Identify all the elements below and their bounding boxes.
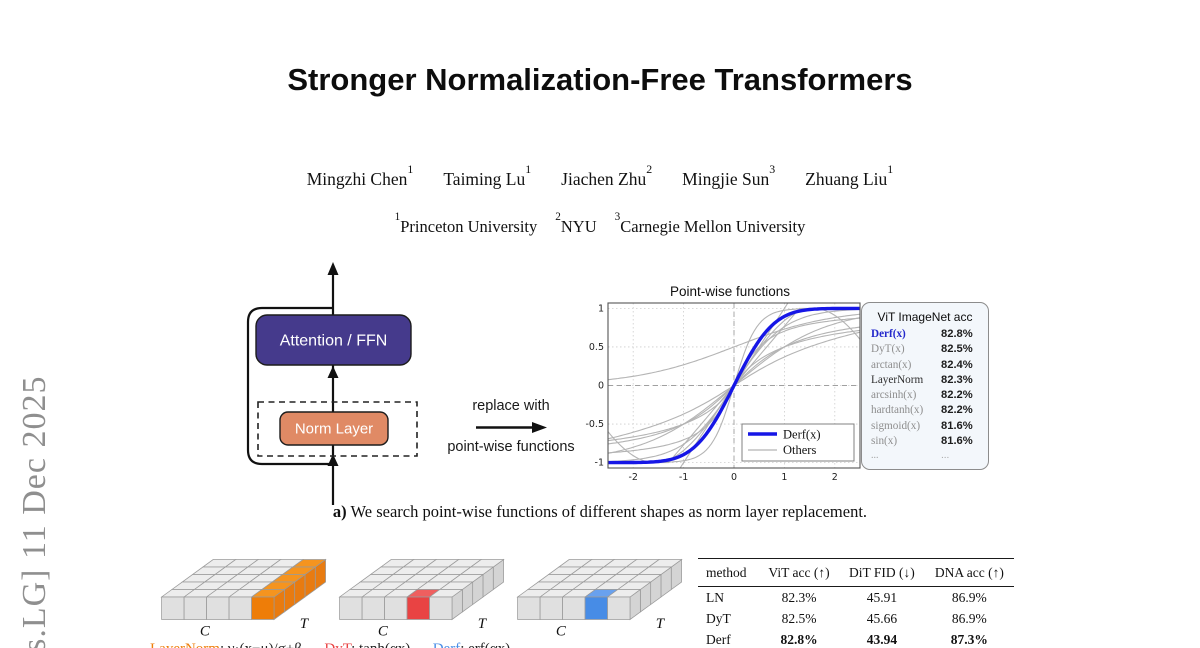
table-row: DyT 82.5% 45.66 86.9% bbox=[706, 610, 987, 626]
norm-layer-block bbox=[279, 411, 389, 446]
replace-annotation: replace with point-wise functions bbox=[441, 398, 581, 456]
acc-row: arcsinh(x) 82.2% bbox=[871, 389, 973, 402]
results-table: method ViT acc (↑) DiT FID (↓) DNA acc (… bbox=[698, 558, 1014, 648]
up-arrow-icon bbox=[327, 262, 339, 275]
paper-title: Stronger Normalization-Free Transformers bbox=[287, 62, 913, 97]
formula-segment: : erf(αx) bbox=[460, 641, 510, 648]
up-arrow-icon bbox=[327, 454, 339, 466]
residual-loop bbox=[246, 306, 333, 466]
affiliation: 3Carnegie Mellon University bbox=[614, 210, 806, 236]
acc-row: sin(x) 81.6% bbox=[871, 435, 973, 448]
results-header-row: method ViT acc (↑) DiT FID (↓) DNA acc (… bbox=[698, 558, 1014, 587]
table-row: LN 82.3% 45.91 86.9% bbox=[706, 589, 987, 605]
attention-block-label: Attention / FFN bbox=[280, 333, 388, 350]
author: Jiachen Zhu2 bbox=[561, 161, 653, 189]
svg-text:0: 0 bbox=[598, 381, 604, 392]
table-row: Derf 82.8% 43.94 87.3% bbox=[706, 631, 988, 647]
norm-dashed-box bbox=[257, 401, 418, 457]
attention-block bbox=[255, 314, 412, 366]
acc-row: hardtanh(x) 82.2% bbox=[871, 404, 973, 417]
svg-text:-1: -1 bbox=[595, 458, 604, 469]
author: Mingzhi Chen1 bbox=[306, 161, 414, 189]
svg-text:0.5: 0.5 bbox=[589, 342, 604, 353]
formula-strip: LayerNorm: γ·(x−μ)/σ+β DyT: tanh(αx) Der… bbox=[150, 641, 510, 648]
pointwise-functions-chart: -2 -1 0 1 2 -1 -0.5 0 0.5 1 Derf(x)Others bbox=[585, 302, 861, 483]
svg-text:2: 2 bbox=[832, 472, 838, 483]
svg-text:-1: -1 bbox=[679, 472, 688, 483]
svg-text:0: 0 bbox=[731, 472, 737, 483]
col-dna: DNA acc (↑) bbox=[924, 558, 1014, 587]
author: Mingjie Sun3 bbox=[682, 161, 776, 189]
author: Zhuang Liu1 bbox=[805, 161, 894, 189]
caption-a: a) We search point-wise functions of dif… bbox=[0, 502, 1200, 522]
t-axis-label: T bbox=[300, 616, 310, 632]
caption-label: a) bbox=[332, 502, 347, 521]
t-axis-label: T bbox=[478, 616, 488, 632]
vit-imagenet-acc-panel: ViT ImageNet acc Derf(x) 82.8% DyT(x) 82.5%… bbox=[861, 302, 989, 470]
acc-row: Derf(x) 82.8% bbox=[871, 328, 973, 340]
acc-row: ...... bbox=[871, 450, 950, 462]
acc-row: arctan(x) 82.4% bbox=[871, 358, 973, 371]
chart-title: Point-wise functions bbox=[669, 284, 791, 299]
svg-text:1: 1 bbox=[598, 303, 604, 314]
svg-text:Others: Others bbox=[783, 443, 816, 457]
svg-text:-0.5: -0.5 bbox=[585, 419, 604, 430]
formula-segment: DyT bbox=[324, 641, 351, 648]
formula-segment: : tanh(αx) bbox=[351, 641, 433, 648]
t-axis-label: T bbox=[656, 616, 666, 632]
replace-line2: point-wise functions bbox=[447, 439, 575, 455]
affiliation: 2NYU bbox=[555, 210, 597, 236]
up-arrow-icon bbox=[327, 366, 339, 378]
acc-row: DyT(x) 82.5% bbox=[871, 343, 973, 356]
caption-text: We search point-wise functions of differ… bbox=[346, 502, 868, 521]
affiliation-line: 1Princeton University 2NYU 3Carnegie Mello… bbox=[0, 210, 1200, 237]
svg-text:-2: -2 bbox=[628, 472, 637, 483]
col-method: method bbox=[698, 558, 759, 587]
author-line: Mingzhi Chen1 Taiming Lu1 Jiachen Zhu2 Ming… bbox=[0, 161, 1200, 190]
c-axis-label: C bbox=[556, 623, 567, 639]
affiliation: 1Princeton University bbox=[394, 210, 538, 236]
col-vit: ViT acc (↑) bbox=[758, 558, 840, 587]
acc-panel-title: ViT ImageNet acc bbox=[877, 310, 973, 324]
right-arrow-icon bbox=[476, 422, 547, 433]
replace-line1: replace with bbox=[472, 398, 550, 414]
formula-segment: Derf bbox=[433, 641, 460, 648]
formula-segment: LayerNorm bbox=[150, 641, 220, 648]
acc-row: sigmoid(x) 81.6% bbox=[871, 419, 973, 432]
formula-segment: : γ·(x−μ)/σ+β bbox=[220, 641, 324, 648]
col-dit: DiT FID (↓) bbox=[839, 558, 925, 587]
c-axis-label: C bbox=[200, 623, 211, 639]
c-axis-label: C bbox=[378, 623, 389, 639]
svg-text:1: 1 bbox=[781, 472, 787, 483]
acc-row: LayerNorm 82.3% bbox=[871, 373, 973, 386]
norm-layer-label: Norm Layer bbox=[295, 421, 373, 438]
author: Taiming Lu1 bbox=[443, 161, 532, 189]
acc-panel-rows: Derf(x) 82.8% DyT(x) 82.5% arctan(x) 82.4% Lay… bbox=[871, 328, 979, 466]
svg-text:Derf(x): Derf(x) bbox=[783, 428, 820, 442]
transformer-block-diagram: Attention / FFN Norm Layer bbox=[246, 262, 418, 505]
